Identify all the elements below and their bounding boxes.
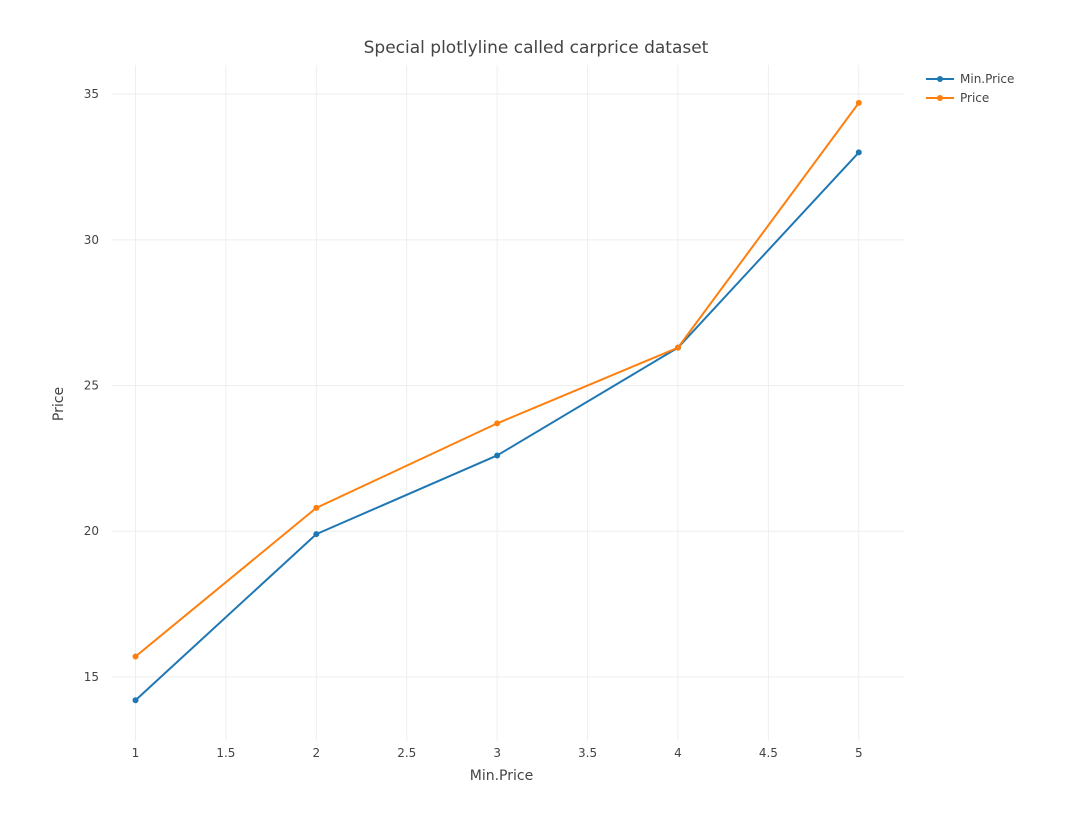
data-point[interactable] bbox=[313, 504, 320, 511]
series-layer bbox=[132, 99, 862, 704]
data-point[interactable] bbox=[855, 99, 862, 106]
x-tick-label: 1 bbox=[132, 746, 140, 760]
legend-marker-icon bbox=[937, 76, 943, 82]
data-point[interactable] bbox=[132, 653, 139, 660]
y-axis-title: Price bbox=[51, 387, 67, 421]
x-tick-label: 3.5 bbox=[578, 746, 597, 760]
legend-label: Price bbox=[960, 91, 989, 105]
legend[interactable]: Min.Price Price bbox=[926, 72, 1014, 105]
data-point[interactable] bbox=[313, 531, 320, 538]
y-tick-label: 35 bbox=[84, 87, 99, 101]
data-point[interactable] bbox=[132, 697, 139, 704]
series-price bbox=[132, 99, 862, 660]
data-point[interactable] bbox=[855, 149, 862, 156]
y-tick-label: 15 bbox=[84, 670, 99, 684]
y-tick-label: 25 bbox=[84, 379, 99, 393]
x-tick-label: 4.5 bbox=[759, 746, 778, 760]
x-tick-label: 3 bbox=[493, 746, 501, 760]
data-point[interactable] bbox=[494, 452, 501, 459]
data-point[interactable] bbox=[674, 344, 681, 351]
legend-item[interactable]: Min.Price bbox=[926, 72, 1014, 86]
chart-title: Special plotlyline called carprice datas… bbox=[364, 38, 709, 58]
x-tick-label: 2 bbox=[313, 746, 321, 760]
y-tick-label: 20 bbox=[84, 524, 99, 538]
x-tick-label: 4 bbox=[674, 746, 682, 760]
x-tick-label: 2.5 bbox=[397, 746, 416, 760]
x-tick-label: 5 bbox=[855, 746, 863, 760]
legend-marker-icon bbox=[937, 95, 943, 101]
grid bbox=[112, 65, 904, 741]
data-point[interactable] bbox=[494, 420, 501, 427]
x-tick-label: 1.5 bbox=[216, 746, 235, 760]
y-tick-label: 30 bbox=[84, 233, 99, 247]
legend-item[interactable]: Price bbox=[926, 91, 989, 105]
legend-label: Min.Price bbox=[960, 72, 1014, 86]
x-axis-title: Min.Price bbox=[470, 768, 533, 784]
axis-labels: 1 1.5 2 2.5 3 3.5 4 4.5 5 15 20 25 30 35 bbox=[84, 87, 863, 760]
